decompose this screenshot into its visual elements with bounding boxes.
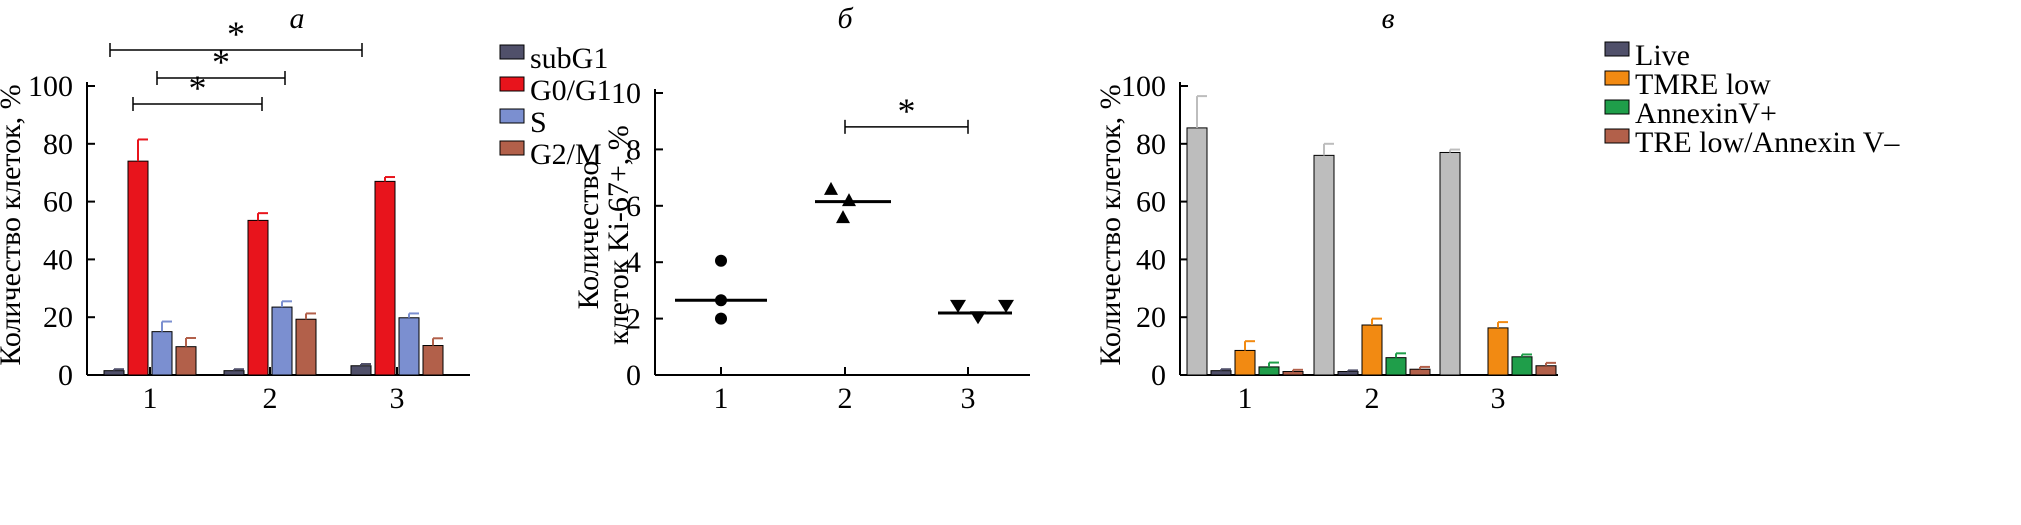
a-bar <box>374 180 396 376</box>
a-bar <box>175 346 197 376</box>
b-y-axis-label: клеток Ki-67+, % <box>602 125 635 345</box>
b-y-tick-label: 4 <box>626 246 641 279</box>
a-legend-swatch <box>499 44 525 60</box>
a-x-tick-label: 1 <box>143 382 158 415</box>
a-bar <box>295 318 317 376</box>
a-legend-label: S <box>530 106 547 139</box>
b-x-tick-label: 1 <box>714 382 729 415</box>
b-point-triangle-down <box>950 299 966 313</box>
a-y-tick-label: 60 <box>43 186 73 219</box>
c-y-tick-label: 20 <box>1136 301 1166 334</box>
c-legend-label: AnnexinV+ <box>1635 97 1777 130</box>
c-y-tick-label: 40 <box>1136 243 1166 276</box>
a-bar <box>103 370 125 376</box>
c-y-tick-label: 60 <box>1136 186 1166 219</box>
c-bar <box>1258 366 1280 376</box>
c-legend-label: TMRE low <box>1635 68 1771 101</box>
a-y-tick-label: 0 <box>58 359 73 392</box>
a-significance-star: * <box>189 68 207 108</box>
a-bar <box>247 219 269 376</box>
panel-c: 0 20 40 60 80 100 1 2 3 в Количество клеток, % Live… <box>1094 2 1900 415</box>
b-y-tick-label: 2 <box>626 303 641 336</box>
c-y-tick-label: 0 <box>1151 359 1166 392</box>
a-legend-swatch <box>499 76 525 92</box>
c-y-tick-label: 80 <box>1136 128 1166 161</box>
c-bar <box>1361 324 1383 376</box>
a-legend-label: subG1 <box>530 42 608 75</box>
c-legend-swatch <box>1604 99 1630 115</box>
a-panel-label: а <box>290 2 305 35</box>
c-bar <box>1186 127 1208 376</box>
b-x-tick-label: 2 <box>838 382 853 415</box>
b-point-triangle-down <box>998 299 1014 313</box>
c-bar <box>1234 349 1256 376</box>
c-y-axis-label: Количество клеток, % <box>1094 84 1127 365</box>
b-point-triangle-up <box>836 210 850 224</box>
a-y-tick-label: 80 <box>43 128 73 161</box>
a-legend-swatch <box>499 140 525 156</box>
c-bar <box>1535 365 1557 376</box>
a-significance-star: * <box>212 42 230 82</box>
c-bar <box>1282 371 1304 376</box>
a-legend-label: G0/G1 <box>530 74 612 107</box>
a-x-tick-label: 3 <box>390 382 405 415</box>
b-y-axis-label: Количество <box>572 161 605 310</box>
c-x-tick-label: 2 <box>1365 382 1380 415</box>
c-panel-label: в <box>1381 2 1394 35</box>
b-x-tick-label: 3 <box>961 382 976 415</box>
a-bar <box>151 331 173 376</box>
a-legend-label: G2/M <box>530 138 602 171</box>
b-significance-star: * <box>898 91 916 131</box>
c-bar <box>1487 327 1509 376</box>
b-point-triangle-up <box>842 193 856 207</box>
c-legend-swatch <box>1604 70 1630 86</box>
c-bar <box>1385 357 1407 376</box>
b-y-tick-label: 10 <box>611 77 641 110</box>
b-y-tick-label: 6 <box>626 190 641 223</box>
b-point-triangle-up <box>824 181 838 195</box>
c-bar <box>1439 151 1461 376</box>
panel-a: 0 20 40 60 80 100 1 2 3 а Количество клеток, % subG… <box>0 2 612 415</box>
a-significance-star: * <box>227 14 245 54</box>
a-y-tick-label: 100 <box>28 70 73 103</box>
a-bar <box>398 317 420 376</box>
a-y-tick-label: 40 <box>43 243 73 276</box>
a-bar <box>422 345 444 376</box>
a-bar <box>127 160 149 376</box>
a-bar <box>271 306 293 376</box>
c-y-tick-label: 100 <box>1121 70 1166 103</box>
b-point-circle <box>715 312 727 325</box>
a-y-axis-label: Количество клеток, % <box>0 84 27 365</box>
b-y-tick-label: 8 <box>626 133 641 166</box>
b-point-circle <box>715 254 727 267</box>
a-y-tick-label: 20 <box>43 301 73 334</box>
c-bar <box>1313 154 1335 376</box>
c-legend-swatch <box>1604 41 1630 57</box>
c-x-tick-label: 3 <box>1491 382 1506 415</box>
b-panel-label: б <box>837 2 853 35</box>
c-bar <box>1511 356 1533 376</box>
c-bar <box>1409 368 1431 376</box>
c-x-tick-label: 1 <box>1238 382 1253 415</box>
a-legend-swatch <box>499 108 525 124</box>
a-bar <box>223 370 245 376</box>
c-legend-label: Live <box>1635 39 1690 72</box>
c-legend-swatch <box>1604 128 1630 144</box>
b-y-tick-label: 0 <box>626 359 641 392</box>
c-legend-label: TRE low/Annexin V– <box>1635 126 1900 159</box>
c-bar <box>1337 371 1359 376</box>
a-bar <box>350 365 372 376</box>
c-bar <box>1210 370 1232 376</box>
a-x-tick-label: 2 <box>263 382 278 415</box>
